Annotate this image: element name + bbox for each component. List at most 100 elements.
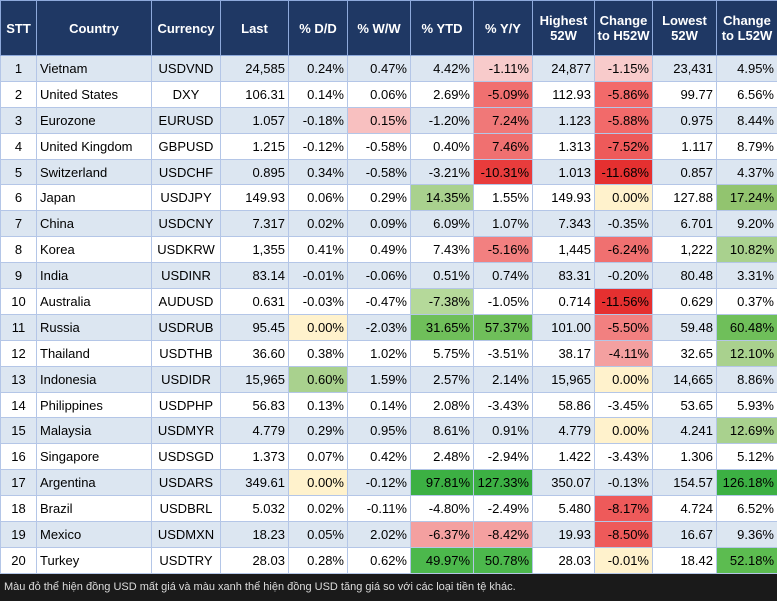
table-cell: 1.07% — [473, 210, 533, 238]
header-cell: Country — [36, 0, 152, 56]
table-cell: -5.16% — [473, 236, 533, 264]
table-cell: 57.37% — [473, 313, 533, 341]
table-cell: 0.06% — [347, 80, 411, 108]
table-cell: Singapore — [36, 443, 152, 471]
table-cell: Malaysia — [36, 417, 152, 445]
table-cell: United Kingdom — [36, 132, 152, 160]
table-cell: 16 — [0, 443, 37, 471]
table-cell: USDBRL — [151, 495, 221, 523]
table-cell: -11.68% — [594, 158, 653, 186]
table-cell: -0.20% — [594, 262, 653, 290]
table-row: 1 Vietnam USDVND 24,585 0.24% 0.47% 4.42% -1.11… — [0, 55, 777, 82]
table-cell: 2.08% — [410, 391, 474, 419]
table-row: 6 Japan USDJPY 149.93 0.06% 0.29% 14.35% 1.55% 1… — [0, 184, 777, 212]
table-cell: 5.93% — [716, 391, 777, 419]
table-cell: 9.20% — [716, 210, 777, 238]
table-cell: 0.14% — [288, 80, 348, 108]
table-row: 5 Switzerland USDCHF 0.895 0.34% -0.58% -3.21%… — [0, 158, 777, 186]
header-cell: Change to L52W — [716, 0, 777, 56]
table-cell: 0.13% — [288, 391, 348, 419]
table-cell: 2 — [0, 80, 37, 108]
table-cell: 99.77 — [652, 80, 717, 108]
table-cell: 24,877 — [532, 55, 595, 82]
table-cell: -1.05% — [473, 288, 533, 315]
table-cell: 83.14 — [220, 262, 289, 290]
table-row: 17 Argentina USDARS 349.61 0.00% -0.12% 97.81%… — [0, 469, 777, 497]
table-cell: 28.03 — [532, 546, 595, 574]
table-cell: 0.60% — [288, 365, 348, 393]
table-cell: 8.79% — [716, 132, 777, 160]
table-cell: 0.02% — [288, 495, 348, 523]
table-cell: 3.31% — [716, 262, 777, 290]
table-cell: 0.29% — [288, 417, 348, 445]
table-cell: 0.38% — [288, 339, 348, 367]
table-cell: 6.52% — [716, 495, 777, 523]
table-cell: USDARS — [151, 469, 221, 497]
table-cell: -0.11% — [347, 495, 411, 523]
table-cell: 7.24% — [473, 106, 533, 134]
table-cell: 83.31 — [532, 262, 595, 290]
table-cell: -10.31% — [473, 158, 533, 186]
table-cell: 350.07 — [532, 469, 595, 497]
header-cell: % W/W — [347, 0, 411, 56]
table-cell: 18.23 — [220, 521, 289, 548]
table-cell: 38.17 — [532, 339, 595, 367]
table-cell: 0.42% — [347, 443, 411, 471]
table-cell: United States — [36, 80, 152, 108]
table-cell: 0.629 — [652, 288, 717, 315]
table-cell: USDRUB — [151, 313, 221, 341]
table-cell: USDIDR — [151, 365, 221, 393]
table-row: 13 Indonesia USDIDR 15,965 0.60% 1.59% 2.57% 2.… — [0, 365, 777, 393]
table-cell: Brazil — [36, 495, 152, 523]
table-cell: 0.06% — [288, 184, 348, 212]
table-cell: 6.701 — [652, 210, 717, 238]
table-cell: 56.83 — [220, 391, 289, 419]
table-cell: 1.013 — [532, 158, 595, 186]
table-cell: 0.34% — [288, 158, 348, 186]
table-cell: 0.40% — [410, 132, 474, 160]
table-cell: 19.93 — [532, 521, 595, 548]
table-cell: USDINR — [151, 262, 221, 290]
table-cell: 12.69% — [716, 417, 777, 445]
table-row: 10 Australia AUDUSD 0.631 -0.03% -0.47% -7.38%… — [0, 288, 777, 315]
table-cell: 0.37% — [716, 288, 777, 315]
table-cell: 24,585 — [220, 55, 289, 82]
table-cell: USDCHF — [151, 158, 221, 186]
table-cell: 17 — [0, 469, 37, 497]
table-cell: -2.49% — [473, 495, 533, 523]
table-cell: -0.12% — [347, 469, 411, 497]
table-cell: 0.00% — [594, 184, 653, 212]
table-cell: -3.21% — [410, 158, 474, 186]
table-cell: -1.11% — [473, 55, 533, 82]
table-cell: 1.422 — [532, 443, 595, 471]
table-cell: Mexico — [36, 521, 152, 548]
table-cell: -0.47% — [347, 288, 411, 315]
header-cell: Highest 52W — [532, 0, 595, 56]
table-cell: -3.43% — [594, 443, 653, 471]
table-cell: -1.15% — [594, 55, 653, 82]
table-cell: USDTRY — [151, 546, 221, 574]
table-cell: -4.80% — [410, 495, 474, 523]
table-cell: 0.09% — [347, 210, 411, 238]
table-cell: AUDUSD — [151, 288, 221, 315]
table-cell: 4.724 — [652, 495, 717, 523]
table-cell: 101.00 — [532, 313, 595, 341]
table-cell: 10 — [0, 288, 37, 315]
table-cell: USDPHP — [151, 391, 221, 419]
table-cell: 0.49% — [347, 236, 411, 264]
table-cell: -3.45% — [594, 391, 653, 419]
table-cell: 52.18% — [716, 546, 777, 574]
table-cell: 36.60 — [220, 339, 289, 367]
table-cell: 5.12% — [716, 443, 777, 471]
table-cell: 20 — [0, 546, 37, 574]
table-cell: Philippines — [36, 391, 152, 419]
table-cell: 80.48 — [652, 262, 717, 290]
table-cell: USDKRW — [151, 236, 221, 264]
table-cell: -5.86% — [594, 80, 653, 108]
table-cell: -0.12% — [288, 132, 348, 160]
table-cell: 1,355 — [220, 236, 289, 264]
table-cell: 1.313 — [532, 132, 595, 160]
table-cell: -2.94% — [473, 443, 533, 471]
table-cell: -0.06% — [347, 262, 411, 290]
table-cell: 7 — [0, 210, 37, 238]
